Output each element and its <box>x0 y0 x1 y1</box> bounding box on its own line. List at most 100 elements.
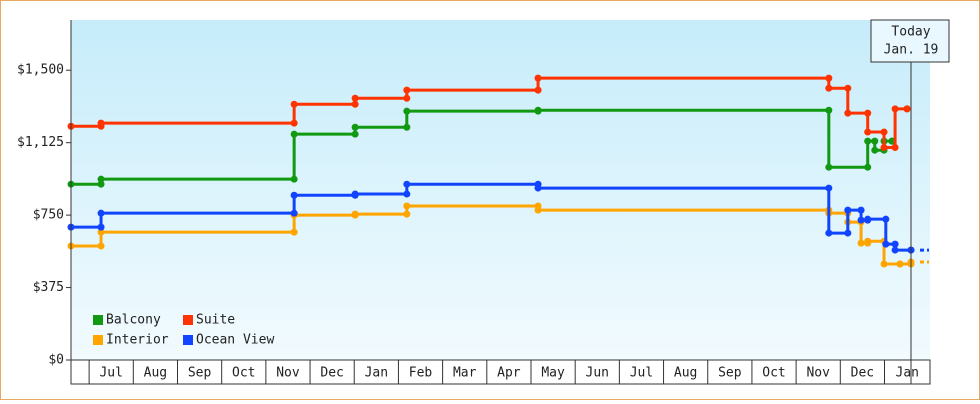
point-step <box>825 184 833 192</box>
x-axis <box>70 359 931 385</box>
point-step <box>351 130 359 138</box>
plot-area <box>71 20 930 360</box>
y-tick-label: $0 <box>48 353 64 368</box>
point <box>403 202 411 210</box>
point <box>290 100 298 108</box>
point <box>844 109 852 117</box>
point-step <box>844 229 852 237</box>
point-step <box>534 202 542 210</box>
point <box>290 130 298 138</box>
x-tick-label: Jan <box>365 366 388 381</box>
x-tick-label: Nov <box>806 366 830 381</box>
x-tick-label: Oct <box>762 366 785 381</box>
point-step <box>290 175 298 183</box>
point-step <box>891 240 899 248</box>
point <box>891 105 899 113</box>
point <box>882 240 890 248</box>
point-step <box>825 106 833 114</box>
point <box>880 144 888 151</box>
x-tick-label: Sep <box>718 366 742 381</box>
point <box>290 191 298 199</box>
point-step <box>857 206 865 214</box>
point-step <box>891 144 899 151</box>
point <box>351 94 359 102</box>
point-step <box>880 128 888 136</box>
point-step <box>403 94 411 102</box>
point-step <box>403 190 411 198</box>
x-tick-label: Jul <box>99 366 122 381</box>
point <box>825 84 833 92</box>
point-step <box>903 105 911 113</box>
point <box>534 74 542 82</box>
point <box>857 216 865 224</box>
legend-swatch <box>183 335 193 345</box>
series-line <box>71 76 908 149</box>
today-label: Today <box>891 25 930 40</box>
y-tick-label: $1,125 <box>17 135 64 150</box>
x-tick-label: Jun <box>586 366 609 381</box>
point <box>97 175 105 183</box>
x-tick-label: May <box>541 366 565 381</box>
point-step <box>97 122 105 130</box>
point-step <box>351 100 359 108</box>
point <box>825 163 833 171</box>
point-step <box>864 109 872 117</box>
point-step <box>882 215 890 223</box>
legend-label: Interior <box>106 333 169 348</box>
point-step <box>871 137 879 145</box>
point-step <box>290 209 298 217</box>
point <box>97 228 105 236</box>
legend-label: Balcony <box>106 313 161 328</box>
today-date: Jan. 19 <box>884 43 939 58</box>
point <box>857 239 865 247</box>
point <box>97 209 105 217</box>
point <box>891 246 899 254</box>
point-step <box>351 191 359 199</box>
y-tick-label: $1,500 <box>17 63 64 78</box>
y-tick-label: $375 <box>33 280 64 295</box>
x-tick-label: Feb <box>409 366 433 381</box>
point-step <box>97 223 105 231</box>
x-tick-label: Jul <box>630 366 653 381</box>
point-step <box>844 84 852 92</box>
x-tick-label: Aug <box>674 366 697 381</box>
legend-swatch <box>93 335 103 345</box>
point-step <box>534 107 542 115</box>
x-tick-label: Sep <box>188 366 212 381</box>
y-tick-label: $750 <box>33 208 64 223</box>
x-tick-label: Dec <box>851 366 874 381</box>
point-step <box>290 228 298 236</box>
point-step <box>864 239 872 247</box>
point-step <box>825 74 833 82</box>
point-step <box>403 210 411 218</box>
today-box <box>870 19 950 63</box>
point <box>351 123 359 131</box>
point <box>871 146 879 154</box>
point-step <box>864 216 872 224</box>
point-step <box>534 180 542 188</box>
point <box>844 206 852 214</box>
x-tick-label: Aug <box>144 366 167 381</box>
point <box>403 86 411 94</box>
point-step <box>97 242 105 250</box>
legend-label: Ocean View <box>196 333 274 348</box>
point-step <box>864 163 872 171</box>
point-step <box>97 180 105 188</box>
point <box>864 137 872 145</box>
point-step <box>896 260 904 268</box>
legend-swatch <box>93 315 103 325</box>
point <box>403 107 411 115</box>
point-step <box>534 86 542 94</box>
point-step <box>351 211 359 219</box>
legend-swatch <box>183 315 193 325</box>
x-tick-label: Mar <box>453 366 477 381</box>
x-tick-label: Oct <box>232 366 255 381</box>
x-tick-label: Apr <box>497 366 521 381</box>
point-step <box>403 123 411 131</box>
x-tick-label: Jan <box>896 366 919 381</box>
point <box>864 128 872 136</box>
x-tick-label: Nov <box>276 366 300 381</box>
point <box>880 260 888 268</box>
point <box>403 180 411 188</box>
